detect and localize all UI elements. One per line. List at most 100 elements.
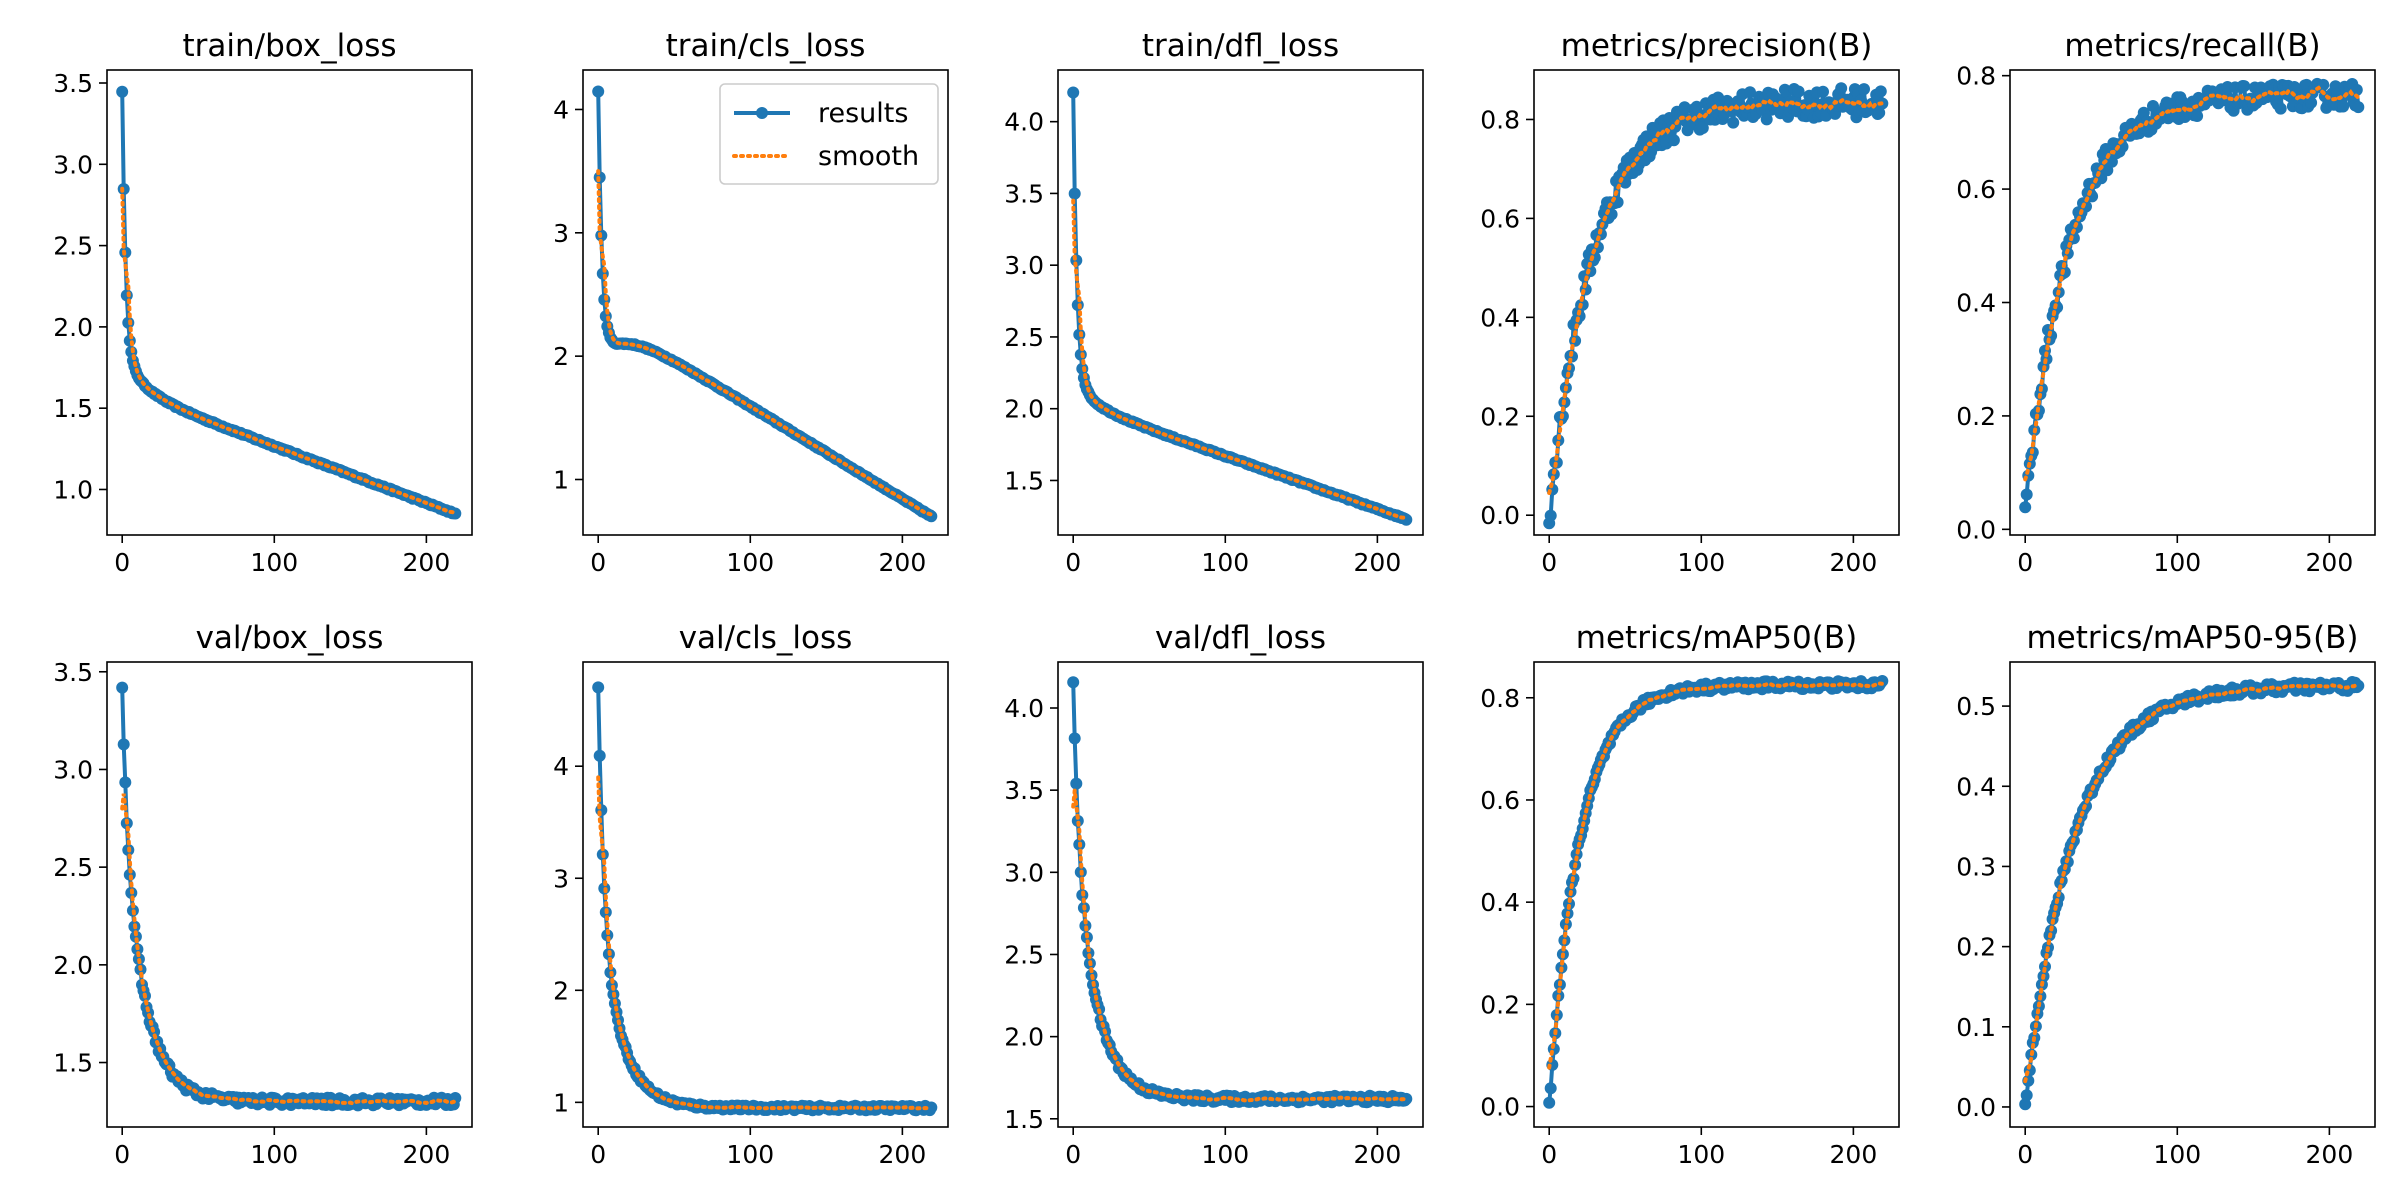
x-tick-label: 100 [1677,1140,1725,1169]
results-point [1744,86,1756,99]
y-tick-label: 3.5 [1004,179,1044,208]
y-tick-label: 1.5 [53,1049,93,1078]
x-tick-label: 200 [1830,548,1878,577]
x-tick-label: 0 [1541,548,1557,577]
y-tick-label: 2.5 [1004,940,1044,969]
results-point [2274,102,2287,115]
y-tick-label: 3 [553,219,569,248]
x-tick-label: 200 [879,548,927,577]
results-point [2019,1098,2032,1111]
results-point [1067,676,1080,689]
results-point [2067,232,2080,245]
results-line [596,687,934,1113]
results-line [2023,680,2360,1105]
y-tick-label: 0.0 [1480,501,1520,530]
y-tick-label: 0.4 [1480,303,1520,332]
panel-title: val/cls_loss [679,620,853,656]
y-tick-label: 1 [553,465,569,494]
results-point [2058,266,2071,279]
panel-title: train/cls_loss [666,28,866,64]
results-point [1070,777,1083,790]
panel-metrics-precision-b-: metrics/precision(B) 0 100 200 0.0 0.2 0.4 0.6 0… [1480,28,1900,577]
y-tick-label: 0.8 [1480,684,1520,713]
results-point [1068,732,1081,745]
results-point [116,85,129,98]
results-point [2350,83,2363,96]
results-point [2019,501,2032,514]
axes-frame [1057,69,1424,536]
y-tick-label: 0.2 [1956,402,1996,431]
results-point [1874,85,1887,98]
results-point [592,681,605,694]
y-tick-label: 0.4 [1956,289,1996,318]
results-point [116,681,129,694]
panel-train-cls-loss: train/cls_loss 0 100 200 1 2 3 4 results smooth [553,28,949,577]
legend-results-label: results [818,98,908,129]
y-tick-label: 0.8 [1956,62,1996,91]
y-tick-label: 0.2 [1480,402,1520,431]
results-point [1760,113,1773,126]
results-point [2020,488,2033,501]
results-point [1544,1082,1557,1095]
plot-area [2019,77,2365,514]
y-tick-label: 0.0 [1956,515,1996,544]
plot-area [116,85,462,520]
results-line [1547,86,1885,524]
results-point [1792,85,1805,98]
y-tick-label: 4 [553,752,569,781]
axes-frame [582,661,949,1128]
axes-frame [582,69,949,536]
panel-title: val/box_loss [196,620,384,656]
y-tick-label: 1.5 [1004,466,1044,495]
y-tick-label: 0.4 [1480,888,1520,917]
y-tick-label: 0.3 [1956,852,1996,881]
panel-val-dfl-loss: val/dfl_loss 0 100 200 1.5 2.0 2.5 3.0 3.5 4.0 [1004,620,1424,1169]
plot-area [1543,675,1889,1109]
y-tick-label: 3.5 [53,69,93,98]
y-tick-label: 3.0 [53,150,93,179]
results-point [1552,434,1565,447]
results-point [1400,1092,1413,1105]
x-tick-label: 0 [1541,1140,1557,1169]
smooth-line [596,775,934,1111]
y-tick-label: 0.5 [1956,692,1996,721]
panel-metrics-recall-b-: metrics/recall(B) 0 100 200 0.0 0.2 0.4 0.6 0.8 [1956,28,2376,577]
plot-area [592,85,938,523]
smooth-line [1547,97,1885,495]
results-point [1727,116,1740,129]
smooth-line [1547,681,1885,1070]
results-point [1835,82,1848,95]
panel-title: train/box_loss [182,28,396,64]
axes-frame [2009,69,2376,536]
y-tick-label: 0.6 [1956,175,1996,204]
y-tick-label: 2.0 [1004,395,1044,424]
y-tick-label: 0.0 [1480,1093,1520,1122]
y-tick-label: 4 [553,95,569,124]
panel-title: train/dfl_loss [1142,28,1339,64]
results-line [2023,81,2361,508]
y-tick-label: 0.2 [1956,933,1996,962]
results-point [2020,1089,2033,1102]
results-point [2039,960,2051,973]
panel-metrics-map50-95-b-: metrics/mAP50-95(B) 0 100 200 0.0 0.1 0.2 0.3 0.… [1956,620,2376,1169]
plot-area [592,681,938,1117]
smooth-line [2023,683,2361,1084]
results-point [1696,122,1709,134]
panel-val-box-loss: val/box_loss 0 100 200 1.5 2.0 2.5 3.0 3.5 [53,620,473,1169]
results-point [129,930,142,943]
y-tick-label: 0.4 [1956,772,1996,801]
axes-frame [106,69,473,536]
x-tick-label: 100 [1677,548,1725,577]
plot-area [1067,86,1413,526]
results-line [120,687,458,1108]
x-tick-label: 200 [879,1140,927,1169]
y-tick-label: 2.5 [53,232,93,261]
plot-area [1067,676,1413,1109]
results-line [1071,682,1408,1105]
x-tick-label: 100 [250,548,298,577]
x-tick-label: 100 [1201,548,1249,577]
y-tick-label: 3.5 [1004,776,1044,805]
plot-area [1543,82,1889,530]
x-tick-label: 0 [114,548,130,577]
